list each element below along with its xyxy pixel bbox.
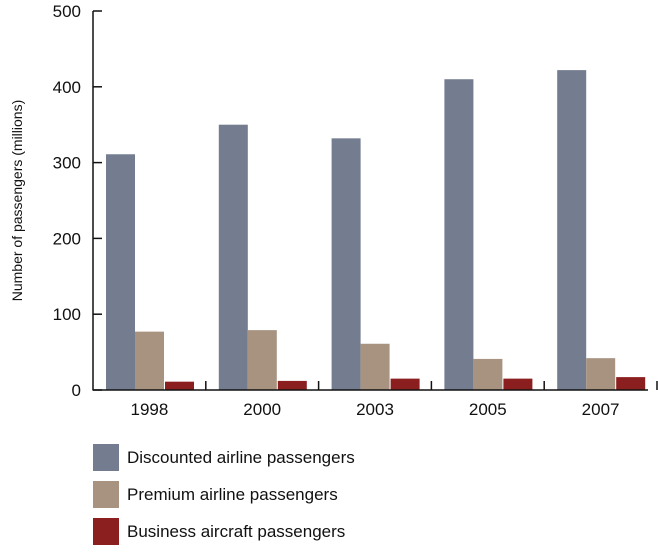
bar-chart: Number of passengers (millions) 01002003…: [9, 2, 658, 419]
bars-group: [106, 70, 646, 391]
legend-label: Discounted airline passengers: [127, 447, 355, 467]
bar-1998-series-2: [135, 331, 164, 390]
legend-item: Business aircraft passengers: [93, 518, 355, 545]
y-tick-label: 300: [53, 154, 81, 173]
bar-1998-series-3: [165, 381, 194, 390]
bar-2000-series-3: [277, 380, 307, 390]
legend-label: Business aircraft passengers: [127, 521, 346, 541]
legend-swatch: [93, 481, 119, 508]
x-tick-label: 1998: [130, 400, 168, 419]
y-tick-label: 400: [53, 78, 81, 97]
bar-2003-series-1: [331, 138, 361, 390]
bar-2005-series-2: [473, 358, 503, 390]
legend-swatch: [93, 518, 119, 545]
x-tick-label: 2003: [356, 400, 394, 419]
legend: Discounted airline passengers Premium air…: [93, 444, 355, 555]
bar-2007-series-1: [557, 70, 587, 391]
bar-2000-series-2: [247, 330, 277, 390]
bar-1998-series-1: [106, 154, 135, 390]
x-tick-label: 2005: [469, 400, 507, 419]
y-tick-label: 500: [53, 2, 81, 21]
y-tick-label: 0: [72, 381, 81, 400]
y-axis-title: Number of passengers (millions): [9, 100, 25, 302]
bar-2007-series-2: [586, 358, 616, 390]
y-tick-label: 200: [53, 229, 81, 248]
legend-item: Premium airline passengers: [93, 481, 355, 508]
bar-2007-series-3: [616, 377, 646, 390]
bar-2003-series-2: [360, 343, 390, 390]
x-tick-label: 2007: [582, 400, 620, 419]
legend-item: Discounted airline passengers: [93, 444, 355, 471]
bar-2000-series-1: [218, 124, 248, 390]
bar-2005-series-3: [503, 378, 533, 390]
bar-2005-series-1: [444, 79, 474, 390]
bar-2003-series-3: [390, 378, 420, 390]
legend-swatch: [93, 444, 119, 471]
legend-label: Premium airline passengers: [127, 484, 338, 504]
y-tick-label: 100: [53, 305, 81, 324]
x-tick-label: 2000: [243, 400, 281, 419]
axes-group: 0 100 200 300 400 500 1998 2000 2003 2005 2007: [53, 2, 658, 419]
